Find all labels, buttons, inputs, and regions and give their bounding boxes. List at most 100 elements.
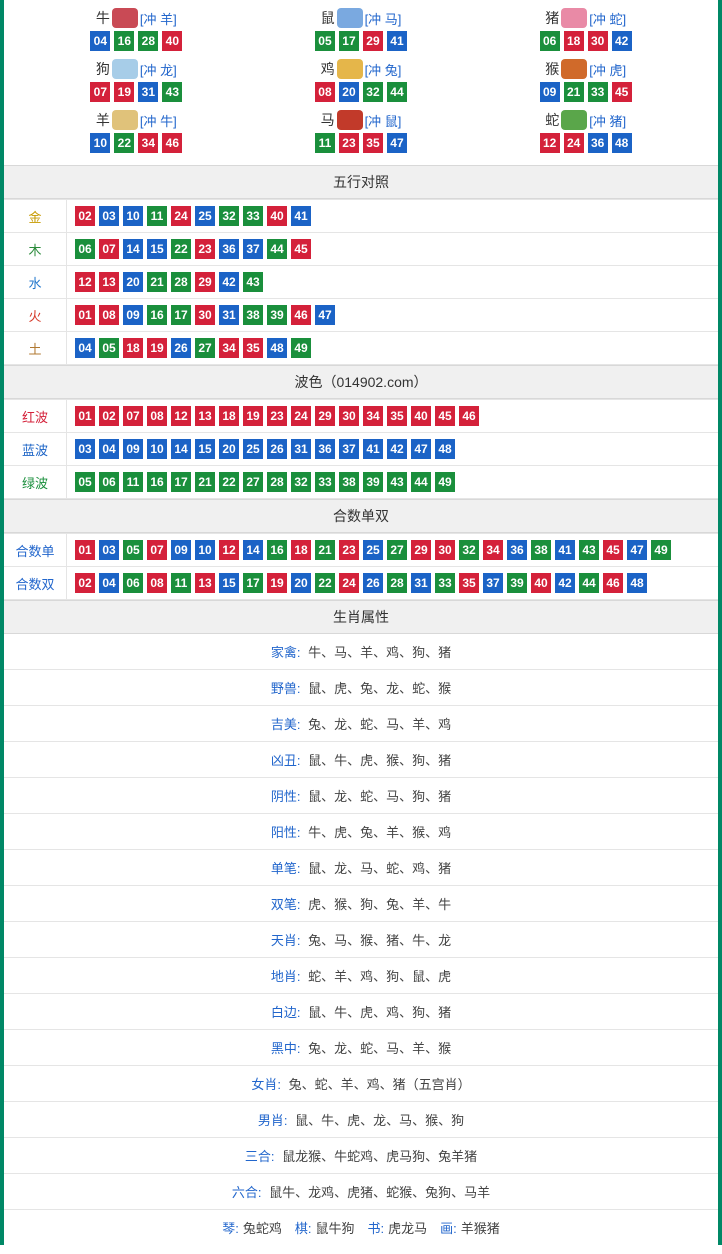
attr-value: 兔、蛇、羊、鸡、猪（五宫肖） xyxy=(285,1077,471,1092)
row-balls: 0103050709101214161821232527293032343638… xyxy=(67,534,719,567)
attr-value: 牛、虎、兔、羊、猴、鸡 xyxy=(305,825,452,840)
attrs-footer-row: 琴:兔蛇鸡 棋:鼠牛狗 书:虎龙马 画:羊猴猪 xyxy=(4,1209,718,1245)
table-row: 木06071415222336374445 xyxy=(4,233,718,266)
row-label: 合数双 xyxy=(4,567,67,600)
number-ball: 15 xyxy=(147,239,167,259)
number-ball: 48 xyxy=(267,338,287,358)
number-ball: 45 xyxy=(435,406,455,426)
number-ball: 32 xyxy=(363,82,383,102)
number-ball: 38 xyxy=(243,305,263,325)
row-label: 合数单 xyxy=(4,534,67,567)
section-title-attrs: 生肖属性 xyxy=(4,600,718,634)
number-ball: 41 xyxy=(363,439,383,459)
number-ball: 05 xyxy=(99,338,119,358)
attr-key: 凶丑: xyxy=(271,753,301,768)
number-ball: 16 xyxy=(114,31,134,51)
number-ball: 37 xyxy=(339,439,359,459)
zodiac-cell: 鼠[冲 马]05172941 xyxy=(249,4,474,55)
number-ball: 31 xyxy=(219,305,239,325)
number-ball: 36 xyxy=(315,439,335,459)
attr-value: 鼠牛、龙鸡、虎猪、蛇猴、兔狗、马羊 xyxy=(266,1185,491,1200)
number-ball: 03 xyxy=(99,206,119,226)
attr-footer-value: 兔蛇鸡 xyxy=(243,1221,295,1236)
section-title-wuxing: 五行对照 xyxy=(4,165,718,199)
number-ball: 10 xyxy=(123,206,143,226)
attr-key: 六合: xyxy=(232,1185,262,1200)
number-ball: 26 xyxy=(171,338,191,358)
zodiac-conflict: [冲 鼠] xyxy=(365,111,402,130)
number-ball: 04 xyxy=(99,573,119,593)
attr-value: 牛、马、羊、鸡、狗、猪 xyxy=(305,645,452,660)
number-ball: 09 xyxy=(540,82,560,102)
number-ball: 31 xyxy=(411,573,431,593)
number-ball: 41 xyxy=(387,31,407,51)
row-label: 金 xyxy=(4,200,67,233)
attr-key: 野兽: xyxy=(271,681,301,696)
row-balls: 03040910141520252631363741424748 xyxy=(67,433,719,466)
attr-key: 家禽: xyxy=(271,645,301,660)
number-ball: 31 xyxy=(138,82,158,102)
number-ball: 05 xyxy=(75,472,95,492)
number-ball: 19 xyxy=(267,573,287,593)
attr-row: 六合: 鼠牛、龙鸡、虎猪、蛇猴、兔狗、马羊 xyxy=(4,1173,718,1209)
section-title-heshu: 合数单双 xyxy=(4,499,718,533)
number-ball: 12 xyxy=(75,272,95,292)
attr-key: 三合: xyxy=(245,1149,275,1164)
number-ball: 49 xyxy=(435,472,455,492)
zodiac-name: 猴 xyxy=(545,59,559,79)
zodiac-conflict: [冲 龙] xyxy=(140,60,177,79)
number-ball: 06 xyxy=(99,472,119,492)
wuxing-table: 金02031011242532334041木060714152223363744… xyxy=(4,199,718,365)
number-ball: 32 xyxy=(459,540,479,560)
row-balls: 04051819262734354849 xyxy=(67,332,719,365)
number-ball: 24 xyxy=(171,206,191,226)
zodiac-balls: 09213345 xyxy=(473,82,698,102)
table-row: 合数单0103050709101214161821232527293032343… xyxy=(4,534,718,567)
number-ball: 39 xyxy=(267,305,287,325)
attr-key: 白边: xyxy=(271,1005,301,1020)
attr-footer-key: 棋: xyxy=(295,1221,312,1236)
number-ball: 48 xyxy=(435,439,455,459)
row-label: 红波 xyxy=(4,400,67,433)
number-ball: 33 xyxy=(435,573,455,593)
zodiac-name: 猪 xyxy=(545,8,559,28)
number-ball: 26 xyxy=(267,439,287,459)
number-ball: 43 xyxy=(162,82,182,102)
number-ball: 46 xyxy=(162,133,182,153)
number-ball: 11 xyxy=(315,133,335,153)
row-balls: 1213202128294243 xyxy=(67,266,719,299)
number-ball: 04 xyxy=(99,439,119,459)
zodiac-name: 蛇 xyxy=(545,110,559,130)
number-ball: 27 xyxy=(195,338,215,358)
number-ball: 42 xyxy=(612,31,632,51)
row-balls: 0204060811131517192022242628313335373940… xyxy=(67,567,719,600)
row-label: 土 xyxy=(4,332,67,365)
zodiac-conflict: [冲 牛] xyxy=(140,111,177,130)
number-ball: 43 xyxy=(387,472,407,492)
number-ball: 22 xyxy=(315,573,335,593)
attr-value: 虎、猴、狗、兔、羊、牛 xyxy=(305,897,452,912)
row-balls: 02031011242532334041 xyxy=(67,200,719,233)
attr-footer-value: 鼠牛狗 xyxy=(315,1221,367,1236)
number-ball: 42 xyxy=(555,573,575,593)
row-label: 木 xyxy=(4,233,67,266)
zodiac-cell: 蛇[冲 猪]12243648 xyxy=(473,106,698,157)
number-ball: 10 xyxy=(147,439,167,459)
number-ball: 03 xyxy=(75,439,95,459)
zodiac-conflict: [冲 兔] xyxy=(365,60,402,79)
number-ball: 30 xyxy=(435,540,455,560)
number-ball: 48 xyxy=(627,573,647,593)
row-label: 蓝波 xyxy=(4,433,67,466)
zodiac-grid: 牛[冲 羊]04162840鼠[冲 马]05172941猪[冲 蛇]061830… xyxy=(4,0,718,165)
number-ball: 44 xyxy=(387,82,407,102)
number-ball: 34 xyxy=(363,406,383,426)
number-ball: 13 xyxy=(195,573,215,593)
attr-value: 鼠、牛、虎、龙、马、猴、狗 xyxy=(292,1113,465,1128)
attr-value: 兔、马、猴、猪、牛、龙 xyxy=(305,933,452,948)
page-frame: 牛[冲 羊]04162840鼠[冲 马]05172941猪[冲 蛇]061830… xyxy=(0,0,722,1245)
zodiac-balls: 07193143 xyxy=(24,82,249,102)
attr-value: 兔、龙、蛇、马、羊、猴 xyxy=(305,1041,452,1056)
number-ball: 19 xyxy=(147,338,167,358)
number-ball: 19 xyxy=(243,406,263,426)
attr-value: 鼠龙猴、牛蛇鸡、虎马狗、兔羊猪 xyxy=(279,1149,478,1164)
